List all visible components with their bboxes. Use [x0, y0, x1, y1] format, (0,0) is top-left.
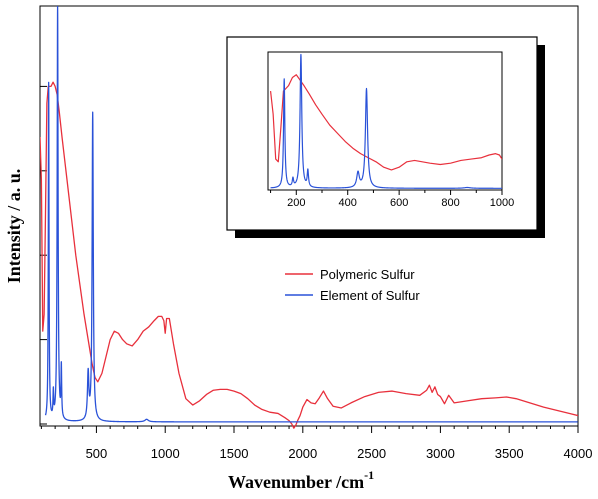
inset-series-polymeric-sulfur	[269, 74, 502, 171]
plot-frame	[39, 5, 579, 427]
x-axis-label: Wavenumber /cm-1	[228, 468, 374, 492]
main-plot: 500 1000 1500 2000 2500 3000 3500 4000	[39, 5, 593, 461]
x-tick-label-1500: 1500	[220, 446, 249, 461]
inset-plot: 200 400 600 800 1000	[226, 36, 545, 238]
x-tick-label-500: 500	[86, 446, 108, 461]
x-tick-label-3000: 3000	[426, 446, 455, 461]
inset-x-tick-label-600: 600	[390, 197, 408, 209]
inset-x-tick-label-800: 800	[441, 197, 459, 209]
x-tick-label-1000: 1000	[151, 446, 180, 461]
y-axis-label: Intensity / a. u.	[4, 169, 24, 284]
x-axis-label-superscript: -1	[364, 468, 374, 482]
series-element-of-sulfur	[44, 6, 578, 423]
inset-box	[226, 36, 538, 231]
x-tick-label-4000: 4000	[564, 446, 593, 461]
x-tick-label-2500: 2500	[357, 446, 386, 461]
series-polymeric-sulfur	[40, 81, 578, 429]
inset-frame	[267, 51, 503, 191]
x-tick-label-3500: 3500	[495, 446, 524, 461]
inset-x-tick-label-1000: 1000	[490, 197, 514, 209]
legend: Polymeric Sulfur Element of Sulfur	[285, 267, 420, 303]
legend-label-polymeric: Polymeric Sulfur	[320, 267, 415, 282]
x-axis-label-text: Wavenumber /cm	[228, 472, 364, 492]
inset-x-tick-label-200: 200	[287, 197, 305, 209]
inset-x-tick-label-400: 400	[339, 197, 357, 209]
legend-label-element: Element of Sulfur	[320, 288, 420, 303]
x-tick-label-2000: 2000	[288, 446, 317, 461]
inset-series-element-of-sulfur	[270, 53, 502, 189]
